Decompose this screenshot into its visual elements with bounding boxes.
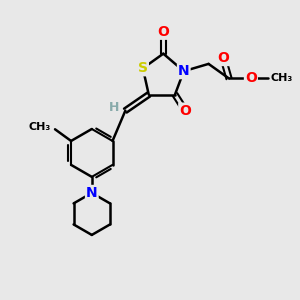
Text: CH₃: CH₃ — [28, 122, 51, 132]
Text: N: N — [86, 186, 98, 200]
Text: O: O — [158, 25, 169, 39]
Text: O: O — [179, 103, 191, 118]
Text: H: H — [109, 100, 119, 114]
Text: CH₃: CH₃ — [271, 74, 293, 83]
Text: O: O — [245, 71, 257, 85]
Text: O: O — [217, 51, 229, 65]
Text: S: S — [138, 61, 148, 75]
Text: N: N — [178, 64, 190, 78]
